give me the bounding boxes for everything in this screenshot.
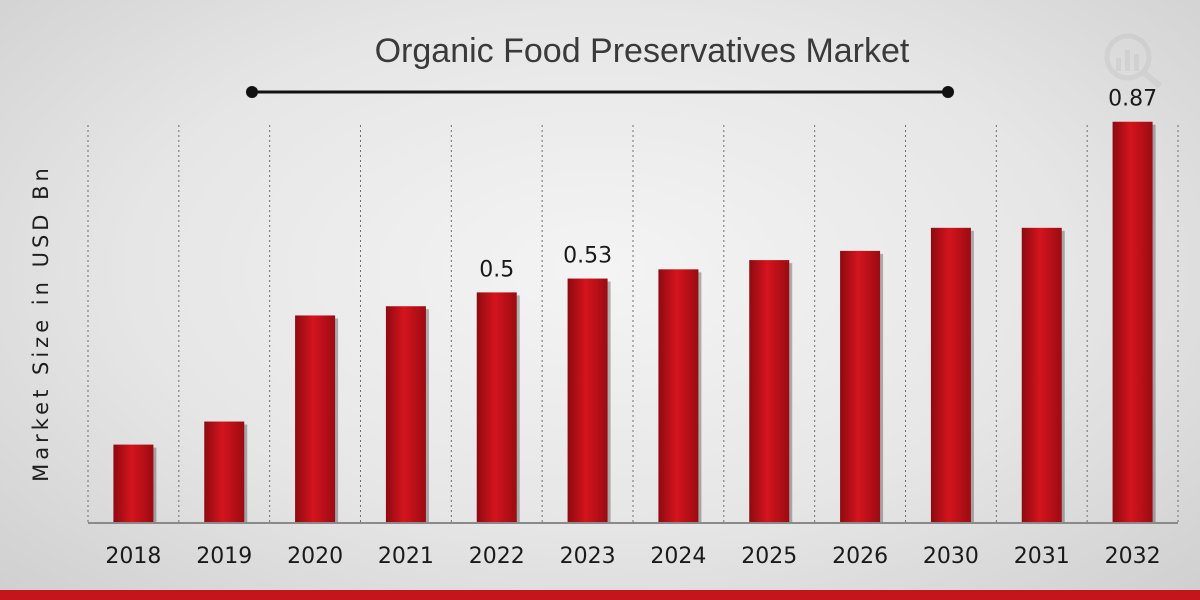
bar-2032	[1112, 121, 1153, 524]
value-label-2032: 0.87	[1108, 87, 1157, 112]
x-tick-label-2019: 2019	[196, 544, 252, 569]
x-tick-label-2021: 2021	[378, 544, 434, 569]
bars-group	[113, 121, 1156, 524]
bar-2031	[1021, 227, 1062, 523]
x-tick-label-2026: 2026	[832, 544, 888, 569]
title-underline	[246, 86, 954, 98]
value-label-2022: 0.5	[479, 257, 514, 282]
x-tick-label-2025: 2025	[741, 544, 797, 569]
bar-2024	[658, 269, 699, 523]
bar-2022	[476, 292, 517, 523]
x-tick-label-2023: 2023	[560, 544, 616, 569]
watermark-logo-icon	[1104, 33, 1162, 89]
x-tick-label-2022: 2022	[469, 544, 525, 569]
bar-2025	[749, 260, 790, 523]
x-tick-label-2020: 2020	[287, 544, 343, 569]
grid-separators	[87, 125, 1179, 523]
bar-2019	[204, 421, 245, 523]
chart-title: Organic Food Preservatives Market	[375, 32, 910, 70]
x-tick-label-2018: 2018	[105, 544, 161, 569]
x-tick-label-2032: 2032	[1105, 544, 1161, 569]
bar-2023	[567, 278, 608, 523]
bar-2021	[385, 306, 426, 523]
y-axis-label: Market Size in USD Bn	[29, 164, 53, 482]
bar-2026	[840, 250, 881, 523]
bottom-accent-bar	[0, 590, 1200, 600]
x-tick-label-2031: 2031	[1014, 544, 1070, 569]
value-label-2023: 0.53	[563, 244, 612, 269]
value-labels-group: 0.5 0.53 0.87	[479, 87, 1157, 283]
bar-2020	[295, 315, 336, 523]
x-tick-label-2024: 2024	[650, 544, 706, 569]
bar-2018	[113, 444, 154, 523]
bar-2030	[930, 227, 971, 523]
x-tick-labels-group: 2018 2019 2020 2021 2022 2023 2024 2025 2026 2030…	[105, 544, 1160, 569]
x-tick-label-2030: 2030	[923, 544, 979, 569]
